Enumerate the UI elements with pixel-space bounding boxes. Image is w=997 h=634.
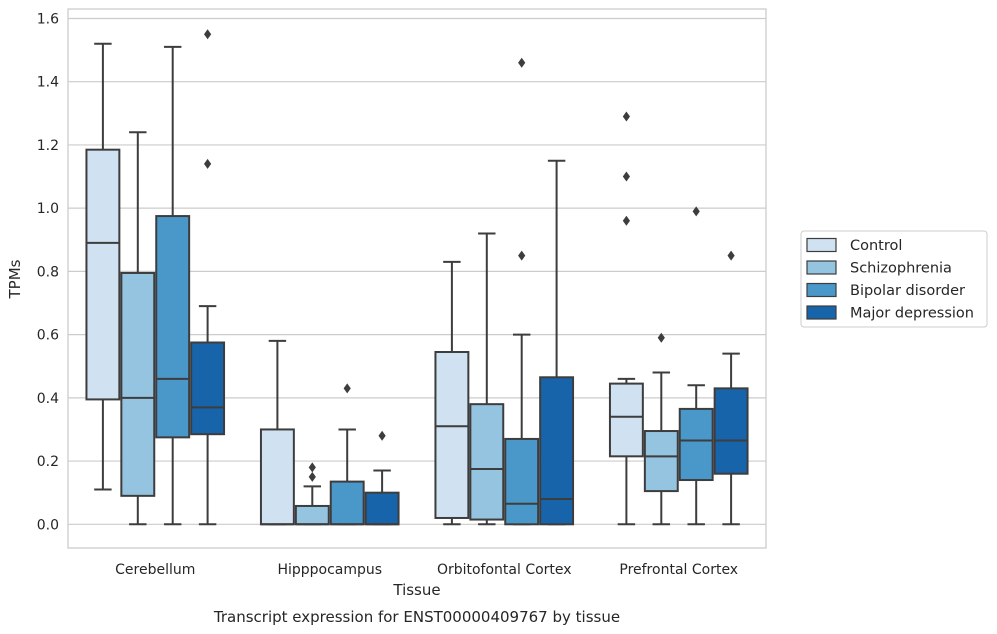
box-iqr bbox=[155, 215, 191, 439]
x-tick-label: Prefrontal Cortex bbox=[619, 562, 738, 578]
box-schizophrenia bbox=[120, 131, 156, 526]
legend-item: Major depression bbox=[806, 305, 974, 322]
outlier-point bbox=[518, 57, 526, 68]
legend-swatch bbox=[806, 237, 837, 253]
box-iqr bbox=[608, 382, 644, 458]
y-tick-label: 1.2 bbox=[37, 138, 59, 154]
box-iqr bbox=[190, 341, 226, 436]
box-schizophrenia bbox=[469, 232, 505, 526]
box-iqr bbox=[85, 148, 121, 401]
outlier-point bbox=[204, 29, 212, 40]
box-schizophrenia bbox=[643, 332, 679, 526]
y-tick-label: 0.0 bbox=[37, 517, 59, 533]
outlier-point bbox=[692, 206, 700, 217]
outlier-point bbox=[518, 250, 526, 261]
legend-item: Control bbox=[806, 237, 902, 254]
legend-swatch bbox=[806, 260, 837, 275]
y-tick-label: 0.6 bbox=[37, 328, 59, 344]
box-iqr bbox=[539, 376, 575, 526]
box-iqr bbox=[259, 428, 295, 526]
box-iqr bbox=[713, 387, 749, 475]
box-major-depression bbox=[539, 159, 575, 526]
legend: Control Schizophrenia Bipolar disorder Majo… bbox=[800, 230, 988, 328]
box-iqr bbox=[329, 480, 365, 526]
x-tick-labels: Cerebellum Hipppocampus Orbitofontal Corte… bbox=[115, 562, 738, 578]
legend-label: Schizophrenia bbox=[850, 261, 952, 277]
outlier-point bbox=[378, 430, 386, 441]
chart-caption: Transcript expression for ENST0000040976… bbox=[213, 608, 620, 626]
box-major-depression bbox=[190, 29, 226, 526]
outlier-point bbox=[622, 171, 630, 182]
box-major-depression bbox=[713, 250, 749, 526]
outlier-point bbox=[622, 215, 630, 226]
legend-label: Major depression bbox=[850, 306, 974, 322]
outlier-point bbox=[727, 250, 735, 261]
box-bipolar-disorder bbox=[504, 57, 540, 526]
y-axis-label: TPMs bbox=[6, 259, 24, 299]
box-iqr bbox=[294, 504, 330, 526]
boxes bbox=[85, 29, 749, 526]
box-iqr bbox=[120, 271, 156, 497]
box-schizophrenia bbox=[294, 462, 330, 526]
y-tick-label: 1.0 bbox=[37, 201, 59, 217]
box-iqr bbox=[434, 351, 470, 519]
box-bipolar-disorder bbox=[678, 206, 714, 526]
outlier-point bbox=[308, 462, 316, 473]
legend-label: Bipolar disorder bbox=[850, 283, 965, 299]
legend-label: Control bbox=[850, 238, 902, 254]
y-tick-label: 0.4 bbox=[37, 391, 59, 407]
box-control bbox=[259, 339, 295, 526]
box-iqr bbox=[469, 403, 505, 521]
x-tick-label: Hipppocampus bbox=[277, 562, 382, 578]
x-axis-label: Tissue bbox=[392, 581, 440, 599]
box-control bbox=[434, 260, 470, 526]
plot-frame bbox=[67, 8, 767, 549]
legend-item: Schizophrenia bbox=[806, 260, 952, 277]
outlier-point bbox=[657, 332, 665, 343]
legend-frame bbox=[800, 230, 988, 328]
legend-swatch bbox=[806, 282, 837, 298]
y-tick-labels: 0.0 0.2 0.4 0.6 0.8 1.0 1.2 1.4 1.6 bbox=[37, 11, 59, 533]
box-major-depression bbox=[364, 430, 400, 526]
outlier-point bbox=[204, 158, 212, 169]
box-control bbox=[85, 42, 121, 491]
outlier-point bbox=[308, 471, 316, 482]
legend-item: Bipolar disorder bbox=[806, 282, 965, 299]
box-iqr bbox=[643, 430, 679, 493]
box-bipolar-disorder bbox=[155, 45, 191, 526]
y-tick-label: 1.4 bbox=[37, 75, 59, 91]
y-tick-label: 0.8 bbox=[37, 264, 59, 280]
y-tick-label: 0.2 bbox=[37, 454, 59, 470]
box-bipolar-disorder bbox=[329, 383, 365, 526]
outlier-point bbox=[343, 383, 351, 394]
box-iqr bbox=[678, 407, 714, 482]
legend-swatch bbox=[806, 305, 837, 320]
x-tick-label: Cerebellum bbox=[115, 562, 195, 578]
box-control bbox=[608, 111, 644, 526]
box-iqr bbox=[504, 437, 540, 526]
y-tick-label: 1.6 bbox=[37, 11, 59, 27]
outlier-point bbox=[622, 111, 630, 122]
box-iqr bbox=[364, 491, 400, 526]
x-tick-label: Orbitofontal Cortex bbox=[437, 562, 572, 578]
